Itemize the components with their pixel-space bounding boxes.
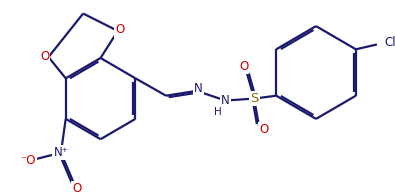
Text: S: S: [250, 92, 258, 105]
Text: Cl: Cl: [385, 36, 395, 49]
Text: N: N: [194, 82, 203, 95]
Text: N⁺: N⁺: [53, 146, 68, 159]
Text: O: O: [239, 60, 248, 73]
Text: O: O: [115, 23, 124, 36]
Text: N: N: [221, 94, 230, 107]
Text: O: O: [259, 123, 268, 136]
Text: O: O: [40, 50, 49, 63]
Text: O: O: [73, 182, 82, 195]
Text: H: H: [214, 107, 222, 117]
Text: ⁻O: ⁻O: [21, 154, 36, 167]
